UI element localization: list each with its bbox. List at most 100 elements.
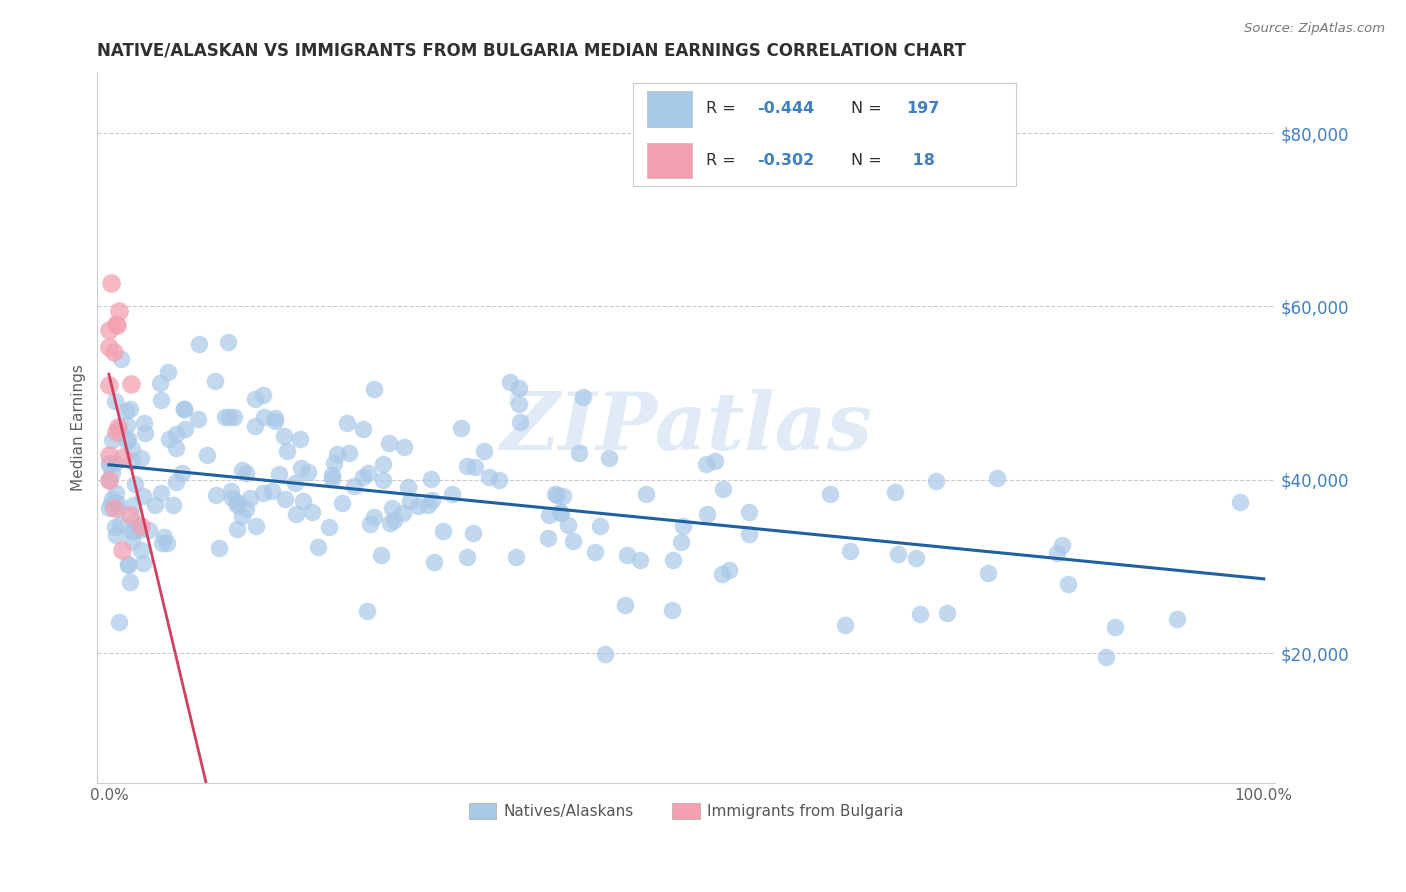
Point (117, 432, 139, 446)
Point (463, 525, 485, 540)
Point (97, 458, 120, 472)
Point (396, 480, 419, 494)
Point (321, 472, 343, 486)
Point (593, 647, 616, 661)
Point (138, 523, 160, 537)
Point (100, 433, 122, 447)
Text: 197: 197 (907, 102, 941, 116)
Point (131, 489, 153, 503)
Point (284, 475, 307, 490)
Point (143, 498, 166, 512)
Point (399, 494, 422, 508)
Point (567, 446, 589, 460)
Point (672, 518, 695, 533)
Point (572, 390, 595, 404)
Point (205, 488, 228, 502)
Point (226, 495, 249, 509)
Point (165, 427, 187, 442)
Point (115, 434, 138, 448)
Point (117, 558, 139, 572)
Point (696, 507, 718, 521)
Point (352, 470, 374, 484)
Point (104, 520, 127, 534)
Point (498, 376, 520, 390)
Point (553, 489, 575, 503)
Point (546, 488, 568, 502)
Point (131, 451, 153, 466)
Point (1057, 577, 1080, 591)
Point (378, 436, 401, 450)
Point (839, 544, 862, 558)
Point (382, 513, 405, 527)
Point (221, 484, 243, 499)
Point (420, 493, 443, 508)
Point (352, 422, 374, 436)
Point (557, 518, 579, 533)
Point (363, 382, 385, 396)
Point (103, 345, 125, 359)
Point (122, 524, 145, 538)
Point (214, 409, 236, 424)
Point (561, 534, 583, 549)
Point (170, 466, 193, 480)
Point (737, 527, 759, 541)
Point (107, 420, 129, 434)
Point (131, 556, 153, 570)
Point (263, 411, 285, 425)
Point (550, 506, 572, 520)
Point (326, 447, 349, 461)
Point (98, 473, 121, 487)
Point (588, 518, 610, 533)
Point (488, 473, 510, 487)
Point (165, 475, 187, 489)
Point (121, 524, 143, 539)
Point (423, 555, 446, 569)
Point (121, 442, 143, 456)
FancyBboxPatch shape (633, 83, 1017, 186)
Point (273, 429, 295, 443)
Point (450, 421, 472, 435)
Point (101, 467, 124, 481)
Point (613, 598, 636, 612)
Point (456, 550, 478, 565)
Point (98, 473, 121, 487)
Point (704, 454, 727, 468)
Point (150, 392, 173, 407)
Point (104, 456, 127, 470)
Point (661, 603, 683, 617)
Point (224, 410, 246, 425)
Point (226, 498, 249, 512)
Point (204, 374, 226, 388)
Point (105, 425, 128, 440)
Point (117, 557, 139, 571)
Point (381, 501, 404, 516)
Point (291, 494, 314, 508)
Point (149, 376, 172, 390)
Point (738, 506, 761, 520)
Point (330, 496, 353, 510)
Point (98, 456, 121, 470)
Text: R =: R = (706, 102, 741, 116)
Point (117, 417, 139, 432)
Point (118, 575, 141, 590)
Point (583, 545, 606, 559)
Point (274, 491, 297, 506)
Point (336, 416, 359, 430)
Point (1050, 537, 1073, 551)
Point (1166, 612, 1188, 626)
Point (371, 473, 394, 487)
Point (883, 484, 905, 499)
Point (1095, 650, 1118, 665)
Point (165, 441, 187, 455)
Point (132, 417, 155, 431)
Point (508, 381, 530, 395)
Point (231, 509, 253, 524)
Point (115, 403, 138, 417)
Bar (648, 91, 692, 127)
Point (628, 552, 651, 566)
Point (225, 522, 247, 536)
Point (936, 606, 959, 620)
Point (195, 448, 218, 462)
Point (290, 461, 312, 475)
Point (337, 446, 360, 460)
